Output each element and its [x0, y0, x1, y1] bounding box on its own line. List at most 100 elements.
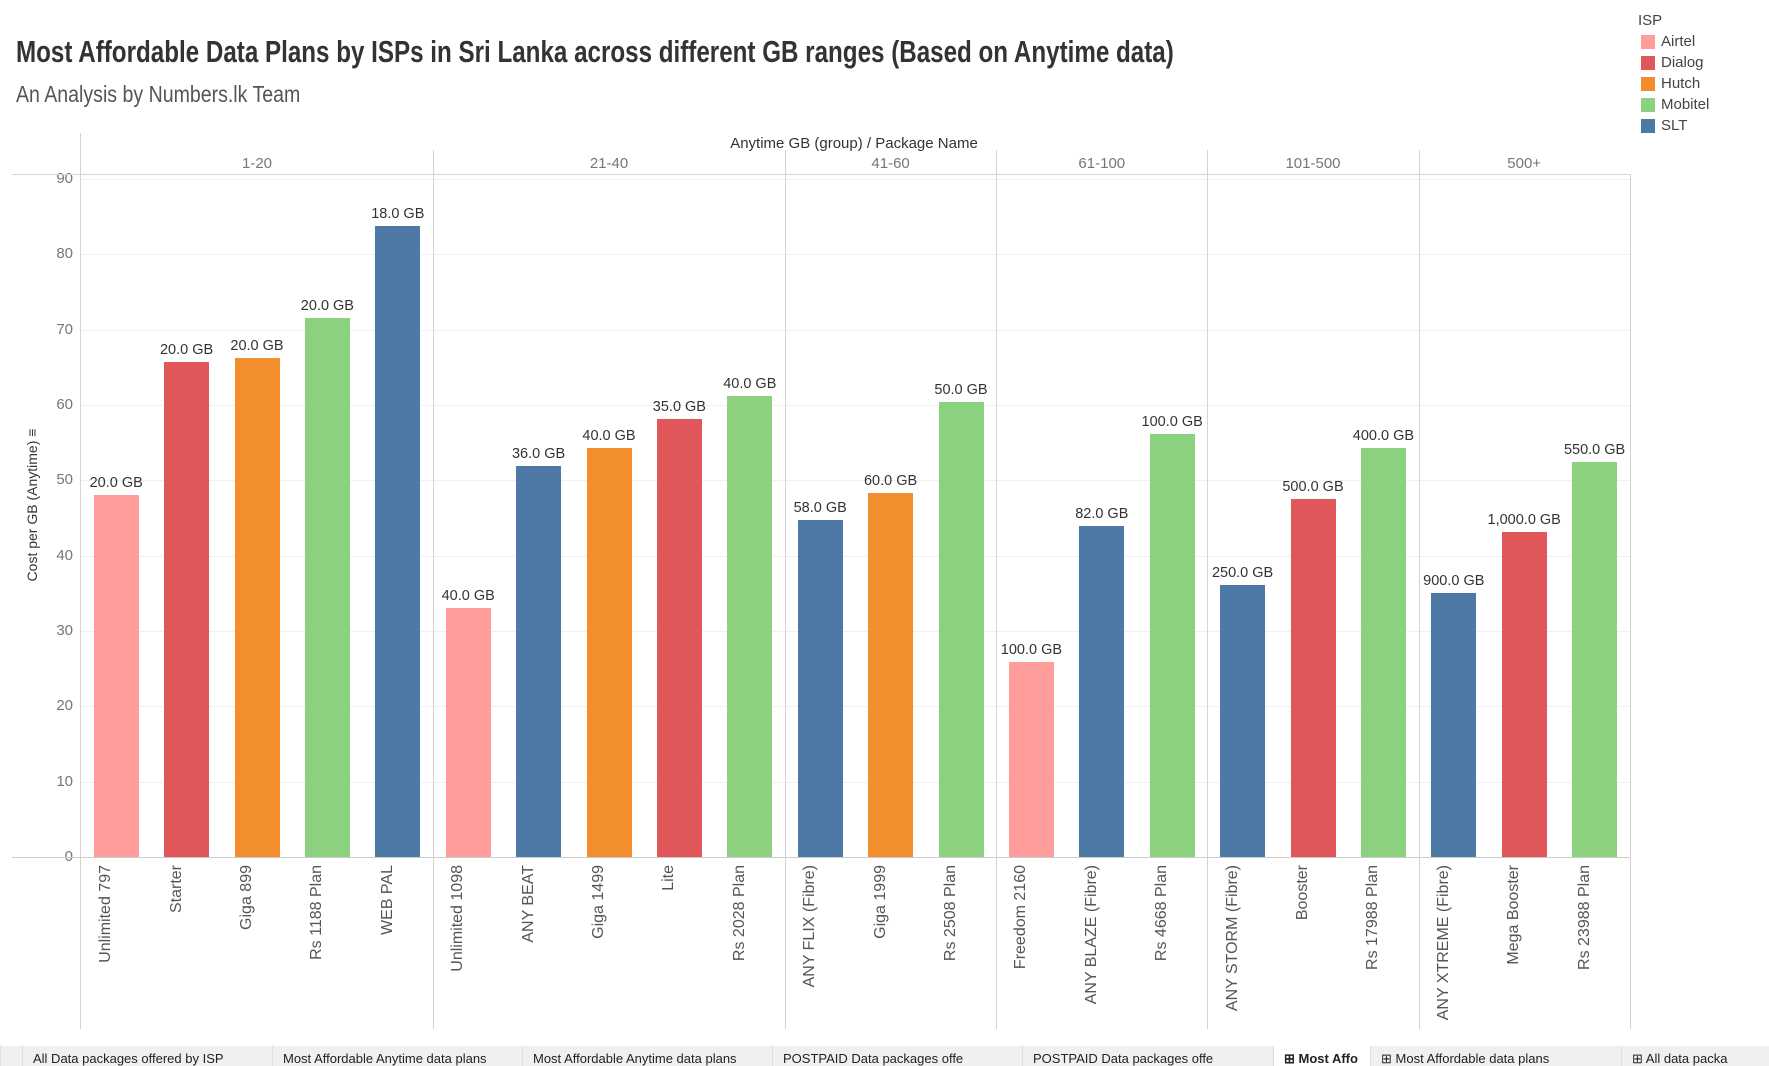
data-label: 58.0 GB	[793, 500, 847, 517]
x-tick-label: Rs 2028 Plan	[730, 865, 748, 962]
legend-label: SLT	[1661, 117, 1688, 134]
data-label: 20.0 GB	[300, 298, 354, 315]
x-tick-label: ANY BEAT	[519, 865, 537, 943]
sheet-tab[interactable]: Most Affordable Anytime data plans	[272, 1046, 522, 1066]
bar-dialog[interactable]	[1290, 499, 1336, 857]
y-tick-label: 20	[56, 697, 73, 715]
data-label: 550.0 GB	[1563, 441, 1626, 458]
x-tick-label: Rs 17988 Plan	[1364, 865, 1382, 970]
gridline	[81, 480, 1630, 482]
sheet-tab[interactable]: POSTPAID Data packages offe	[1022, 1046, 1273, 1066]
legend-item-dialog[interactable]: Dialog	[1641, 52, 1709, 73]
data-label: 20.0 GB	[230, 337, 284, 354]
bar-slt[interactable]	[797, 520, 843, 857]
x-tick-label: ANY STORM (Fibre)	[1223, 865, 1241, 1012]
header-divider	[12, 174, 1630, 175]
bar-mobitel[interactable]	[1149, 433, 1195, 857]
y-tick-label: 60	[56, 396, 73, 413]
data-label: 50.0 GB	[934, 381, 988, 398]
sheet-tab[interactable]: Most Affordable Anytime data plans	[522, 1046, 772, 1066]
data-label: 900.0 GB	[1423, 572, 1485, 589]
y-tick-label: 90	[56, 170, 73, 187]
data-label: 1,000.0 GB	[1487, 511, 1561, 528]
data-label: 20.0 GB	[159, 342, 214, 359]
legend-item-hutch[interactable]: Hutch	[1641, 73, 1709, 94]
bar-airtel[interactable]	[93, 495, 139, 857]
bar-dialog[interactable]	[656, 418, 702, 857]
column-header-title: Anytime GB (group) / Package Name	[730, 135, 978, 152]
y-tick-label: 50	[56, 471, 73, 489]
gridline	[81, 631, 1630, 632]
legend-swatch	[1641, 76, 1655, 91]
bar-slt[interactable]	[1079, 526, 1125, 857]
sheet-tab[interactable]: ⊞ All data packa	[1621, 1046, 1769, 1066]
x-tick-label: Mega Booster	[1505, 865, 1523, 965]
x-tick-label: WEB PAL	[378, 865, 396, 935]
x-tick-label: Freedom 2160	[1012, 865, 1030, 970]
data-label: 100.0 GB	[1000, 641, 1063, 658]
group-label: 101-500	[1285, 155, 1341, 172]
gridline	[81, 781, 1630, 783]
x-tick-label: Unlimited 1098	[449, 865, 467, 972]
group-label: 21-40	[589, 155, 629, 172]
bar-slt[interactable]	[516, 466, 562, 857]
legend-swatch	[1641, 55, 1655, 70]
x-tick-label: Rs 4668 Plan	[1153, 865, 1171, 962]
sort-icon[interactable]: ≡	[24, 428, 40, 437]
data-label: 40.0 GB	[582, 427, 636, 444]
sheet-tab[interactable]: POSTPAID Data packages offe	[772, 1046, 1022, 1066]
data-label: 60.0 GB	[863, 473, 918, 490]
y-tick-label: 40	[56, 546, 73, 564]
bar-airtel[interactable]	[445, 607, 491, 857]
x-tick-label: Giga 1999	[871, 865, 889, 939]
bar-hutch[interactable]	[234, 357, 280, 857]
bar-slt[interactable]	[1431, 592, 1477, 857]
legend-swatch	[1641, 118, 1655, 133]
bar-slt[interactable]	[1220, 585, 1266, 857]
legend-swatch	[1641, 97, 1655, 112]
bar-dialog[interactable]	[164, 362, 210, 857]
legend: ISP Airtel Dialog Hutch Mobitel SLT	[1638, 12, 1709, 136]
legend-label: Mobitel	[1661, 96, 1710, 113]
group-divider	[996, 150, 998, 1029]
bar-airtel[interactable]	[1008, 661, 1054, 857]
gridline	[81, 555, 1630, 557]
x-tick-label: Lite	[660, 865, 678, 891]
x-axis-baseline	[12, 857, 1630, 858]
data-label: 40.0 GB	[441, 587, 495, 604]
sheet-tab[interactable]: ⊞ Most Affordable data plans	[1370, 1046, 1621, 1066]
gridline	[81, 405, 1630, 406]
group-label: 500+	[1507, 155, 1542, 172]
sheet-tab[interactable]: All Data packages offered by ISP	[22, 1046, 272, 1066]
group-label: 61-100	[1078, 155, 1126, 172]
bar-hutch[interactable]	[868, 493, 914, 857]
bar-hutch[interactable]	[586, 447, 632, 857]
legend-item-slt[interactable]: SLT	[1641, 115, 1709, 136]
bar-mobitel[interactable]	[938, 401, 984, 857]
group-label: 1-20	[241, 155, 273, 172]
legend-label: Dialog	[1661, 54, 1704, 71]
data-label: 35.0 GB	[652, 398, 706, 415]
data-label: 20.0 GB	[89, 475, 143, 492]
gridline	[81, 179, 1630, 180]
x-tick-label: Rs 2508 Plan	[942, 865, 959, 962]
bar-mobitel[interactable]	[1572, 461, 1618, 857]
legend-title: ISP	[1638, 12, 1663, 29]
x-tick-label: Giga 899	[238, 865, 255, 930]
bar-mobitel[interactable]	[304, 318, 350, 857]
bar-mobitel[interactable]	[727, 395, 773, 857]
legend-item-mobitel[interactable]: Mobitel	[1641, 94, 1709, 115]
sheet-tab[interactable]: ⊞ Most Affo	[1273, 1046, 1370, 1066]
bar-mobitel[interactable]	[1360, 447, 1406, 857]
legend-label: Hutch	[1661, 75, 1701, 92]
y-tick-label: 0	[33, 848, 73, 865]
tab-scroll-left[interactable]	[0, 1046, 22, 1066]
legend-label: Airtel	[1661, 33, 1696, 50]
group-label: 41-60	[871, 155, 910, 172]
group-divider	[1418, 150, 1420, 1029]
x-tick-label: Booster	[1294, 865, 1311, 921]
data-label: 250.0 GB	[1211, 565, 1274, 582]
bar-dialog[interactable]	[1501, 531, 1547, 857]
legend-item-airtel[interactable]: Airtel	[1641, 31, 1709, 52]
bar-slt[interactable]	[375, 226, 421, 857]
